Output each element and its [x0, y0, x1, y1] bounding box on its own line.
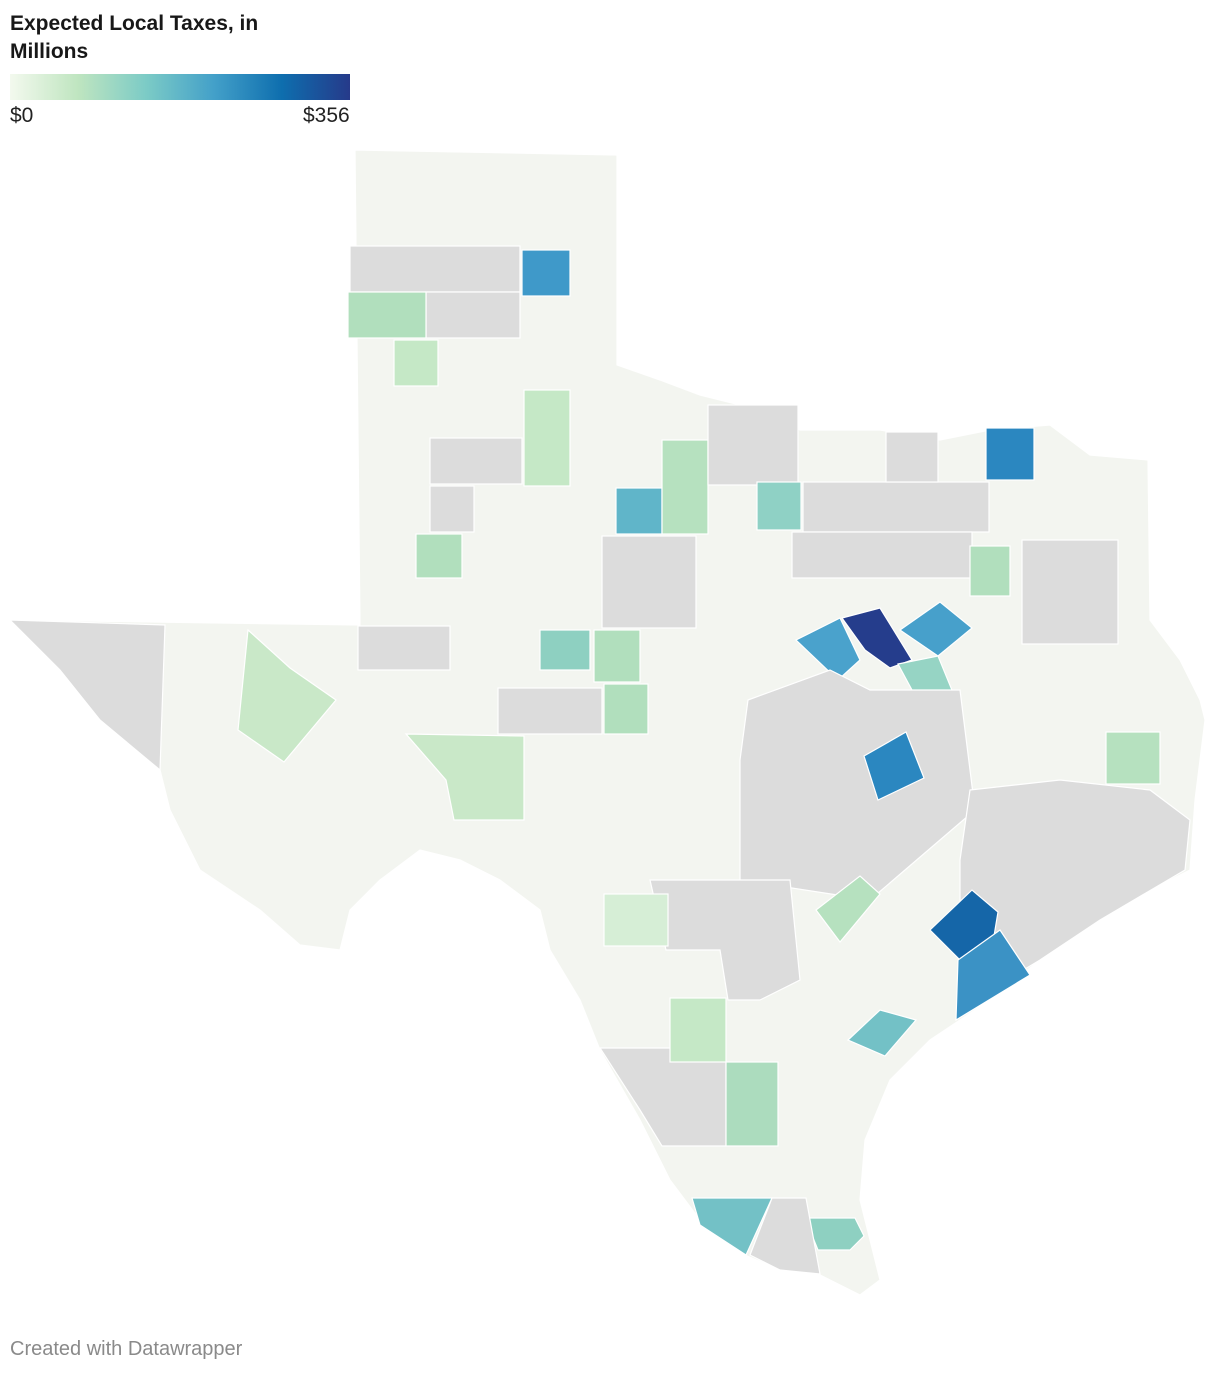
county [425, 291, 521, 339]
county [237, 628, 337, 763]
county [707, 404, 799, 486]
county [429, 437, 523, 485]
county [497, 687, 603, 735]
county [898, 601, 973, 657]
county [863, 731, 925, 801]
county [8, 619, 166, 772]
map [8, 149, 1206, 1296]
county [791, 531, 973, 579]
county [1105, 731, 1161, 785]
county [357, 625, 451, 671]
county [521, 249, 571, 297]
county [725, 1061, 779, 1147]
county [985, 427, 1035, 481]
county [347, 291, 427, 339]
county [649, 879, 801, 1001]
county [955, 929, 1031, 1022]
legend-max-label: $356 [303, 104, 350, 127]
county [598, 1047, 727, 1147]
county [885, 431, 939, 483]
county [603, 683, 649, 735]
county [929, 889, 999, 961]
county [1021, 539, 1119, 645]
county [691, 1197, 773, 1256]
counties [8, 245, 1191, 1275]
county [429, 485, 475, 533]
county [404, 733, 525, 821]
county [669, 997, 727, 1063]
county [615, 487, 663, 535]
county [804, 1217, 865, 1251]
county [802, 481, 990, 533]
county [794, 617, 861, 681]
county [749, 1197, 821, 1275]
color-scale [10, 74, 350, 100]
county [593, 629, 641, 683]
legend-title: Expected Local Taxes, in Millions [10, 12, 259, 63]
county [349, 245, 521, 293]
county [756, 481, 802, 531]
county [969, 545, 1011, 597]
county [661, 439, 709, 535]
county [603, 893, 669, 947]
county [415, 533, 463, 579]
legend-min-label: $0 [10, 104, 34, 127]
county [601, 535, 697, 629]
county [815, 875, 881, 943]
county [393, 339, 439, 387]
county [539, 629, 591, 671]
county [846, 1009, 918, 1057]
county [523, 389, 571, 487]
credit: Created with Datawrapper [10, 1338, 243, 1360]
